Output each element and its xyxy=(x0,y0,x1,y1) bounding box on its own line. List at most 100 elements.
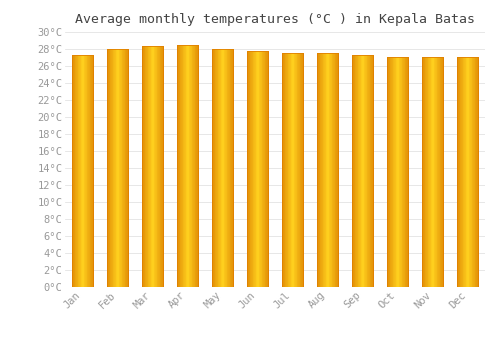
Bar xyxy=(142,46,143,287)
Bar xyxy=(190,45,191,287)
Bar xyxy=(471,57,472,287)
Bar xyxy=(353,55,354,287)
Bar xyxy=(390,57,391,287)
Bar xyxy=(460,57,461,287)
Bar xyxy=(127,49,128,287)
Bar xyxy=(146,46,147,287)
Bar xyxy=(196,45,197,287)
Bar xyxy=(386,57,388,287)
Bar xyxy=(392,57,394,287)
Bar xyxy=(143,46,144,287)
Bar xyxy=(109,49,110,287)
Bar xyxy=(260,51,261,287)
Bar xyxy=(406,57,407,287)
Bar xyxy=(222,49,223,287)
Bar xyxy=(434,57,435,287)
Bar xyxy=(476,57,477,287)
Bar xyxy=(142,46,164,287)
Bar xyxy=(73,55,74,287)
Bar xyxy=(230,49,231,287)
Bar xyxy=(282,53,304,287)
Bar xyxy=(429,57,430,287)
Bar xyxy=(438,57,439,287)
Bar xyxy=(82,55,83,287)
Bar xyxy=(371,55,372,287)
Bar xyxy=(72,55,94,287)
Bar xyxy=(148,46,149,287)
Bar xyxy=(389,57,390,287)
Bar xyxy=(474,57,476,287)
Bar xyxy=(150,46,152,287)
Bar xyxy=(370,55,371,287)
Bar xyxy=(179,45,180,287)
Bar xyxy=(422,57,423,287)
Bar xyxy=(282,53,304,287)
Bar xyxy=(268,51,269,287)
Bar xyxy=(356,55,357,287)
Bar xyxy=(435,57,436,287)
Bar xyxy=(386,57,408,287)
Bar xyxy=(398,57,400,287)
Bar xyxy=(80,55,82,287)
Bar xyxy=(352,55,374,287)
Bar xyxy=(397,57,398,287)
Bar xyxy=(360,55,362,287)
Bar xyxy=(403,57,404,287)
Bar xyxy=(336,53,337,287)
Bar xyxy=(391,57,392,287)
Bar xyxy=(83,55,84,287)
Bar xyxy=(400,57,401,287)
Bar xyxy=(478,57,479,287)
Bar xyxy=(223,49,224,287)
Bar xyxy=(462,57,464,287)
Bar xyxy=(84,55,85,287)
Bar xyxy=(76,55,77,287)
Bar xyxy=(88,55,89,287)
Bar xyxy=(194,45,196,287)
Bar xyxy=(78,55,79,287)
Bar xyxy=(158,46,159,287)
Bar xyxy=(213,49,214,287)
Bar xyxy=(362,55,363,287)
Bar xyxy=(161,46,162,287)
Bar xyxy=(108,49,109,287)
Bar xyxy=(319,53,320,287)
Bar xyxy=(118,49,120,287)
Bar xyxy=(358,55,359,287)
Bar xyxy=(325,53,326,287)
Bar xyxy=(461,57,462,287)
Bar xyxy=(427,57,428,287)
Bar xyxy=(123,49,124,287)
Bar xyxy=(191,45,192,287)
Bar xyxy=(212,49,234,287)
Bar xyxy=(442,57,444,287)
Bar xyxy=(250,51,251,287)
Bar xyxy=(473,57,474,287)
Bar xyxy=(214,49,216,287)
Bar xyxy=(198,45,199,287)
Bar xyxy=(330,53,331,287)
Bar xyxy=(246,51,248,287)
Bar xyxy=(106,49,108,287)
Bar xyxy=(256,51,257,287)
Bar xyxy=(180,45,181,287)
Bar xyxy=(212,49,213,287)
Bar xyxy=(257,51,258,287)
Bar xyxy=(264,51,266,287)
Bar xyxy=(368,55,369,287)
Bar xyxy=(422,57,444,287)
Bar xyxy=(432,57,433,287)
Bar xyxy=(464,57,465,287)
Bar xyxy=(72,55,73,287)
Bar xyxy=(426,57,427,287)
Bar xyxy=(152,46,153,287)
Bar xyxy=(287,53,288,287)
Bar xyxy=(321,53,322,287)
Bar xyxy=(126,49,127,287)
Bar xyxy=(187,45,188,287)
Bar xyxy=(261,51,262,287)
Bar xyxy=(176,45,199,287)
Title: Average monthly temperatures (°C ) in Kepala Batas: Average monthly temperatures (°C ) in Ke… xyxy=(75,13,475,26)
Bar xyxy=(160,46,161,287)
Bar xyxy=(229,49,230,287)
